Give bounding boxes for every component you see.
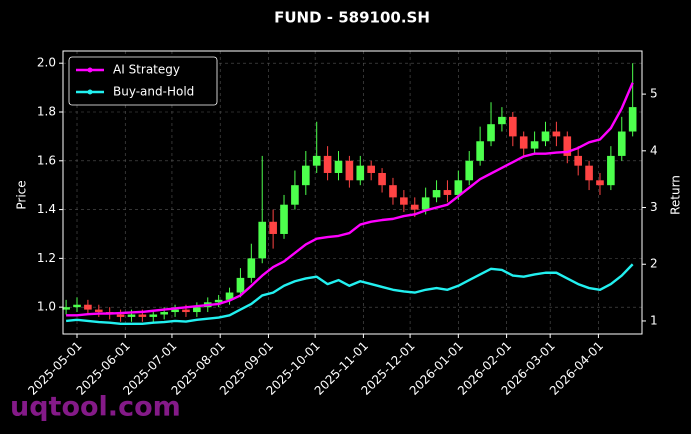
y2-tick-label: 1 (650, 313, 658, 327)
watermark: uqtool.com (10, 392, 181, 423)
candle-body (443, 190, 452, 195)
candle-body (127, 314, 136, 317)
candle-body (574, 155, 582, 166)
candle-body (509, 116, 517, 137)
y2-tick-label: 5 (650, 87, 658, 101)
candle-body (269, 221, 277, 234)
candle-body (432, 190, 441, 198)
candle-body (476, 141, 484, 161)
candle-body (149, 314, 158, 317)
candle-body (617, 131, 626, 156)
candle-body (291, 185, 299, 205)
y-tick-label: 1.4 (37, 202, 56, 216)
candle-body (214, 299, 223, 303)
plot-frame (62, 50, 643, 335)
y2-tick-label: 2 (650, 257, 658, 271)
candle-body (541, 131, 550, 142)
candle-body (225, 292, 234, 300)
y-axis-label: Price (15, 180, 29, 209)
candle-body (345, 160, 354, 181)
candle-body (378, 172, 386, 186)
candle-body (465, 160, 474, 181)
legend-marker (87, 89, 93, 95)
candle-body (116, 314, 125, 317)
candle-body (301, 165, 310, 186)
legend-marker (87, 67, 93, 73)
y2-tick-label: 4 (650, 143, 658, 157)
candle-body (334, 160, 343, 173)
y-tick-label: 1.2 (37, 251, 56, 265)
candle-body (138, 314, 147, 317)
candle-body (519, 136, 528, 149)
y-tick-label: 2.0 (37, 56, 56, 70)
candle-body (182, 309, 190, 313)
candle-body (62, 307, 70, 310)
candle-body (530, 141, 539, 149)
y2-tick-label: 3 (650, 200, 658, 214)
candle-body (628, 107, 637, 132)
candle-body (585, 165, 593, 181)
candle-body (171, 309, 179, 313)
return-line (65, 263, 634, 325)
candle-body (312, 155, 321, 166)
candle-body (498, 116, 506, 125)
chart-title: FUND - 589100.SH (274, 9, 430, 27)
candle-body (84, 304, 92, 310)
candle-body (487, 124, 495, 142)
candle-body (160, 312, 168, 315)
candle-body (596, 180, 604, 186)
candle-body (607, 155, 615, 186)
return-line (66, 82, 634, 317)
legend-label: AI Strategy (113, 63, 180, 77)
y-tick-label: 1.6 (37, 153, 56, 167)
candle-body (193, 307, 201, 313)
candle-body (323, 155, 332, 173)
legend: AI Strategy Buy-and-Hold (68, 56, 218, 106)
candle-body (356, 165, 365, 181)
candle-body (236, 277, 245, 293)
candle-body (421, 197, 430, 210)
y-tick-label: 1.0 (37, 300, 56, 314)
candle-body (247, 258, 256, 278)
candle-body (563, 136, 572, 156)
candle-body (410, 204, 419, 210)
legend-box (68, 56, 218, 106)
candle-body (280, 204, 288, 234)
y2-axis-label: Return (669, 175, 683, 215)
candle-body (454, 180, 463, 195)
candle-body (73, 304, 81, 308)
candle-body (367, 165, 375, 173)
candle-body (94, 309, 103, 313)
y-tick-label: 1.8 (37, 104, 56, 118)
candle-body (552, 131, 561, 137)
candle-body (400, 197, 408, 205)
legend-label: Buy-and-Hold (113, 85, 194, 99)
candle-body (389, 185, 397, 198)
candle-body (258, 221, 267, 259)
